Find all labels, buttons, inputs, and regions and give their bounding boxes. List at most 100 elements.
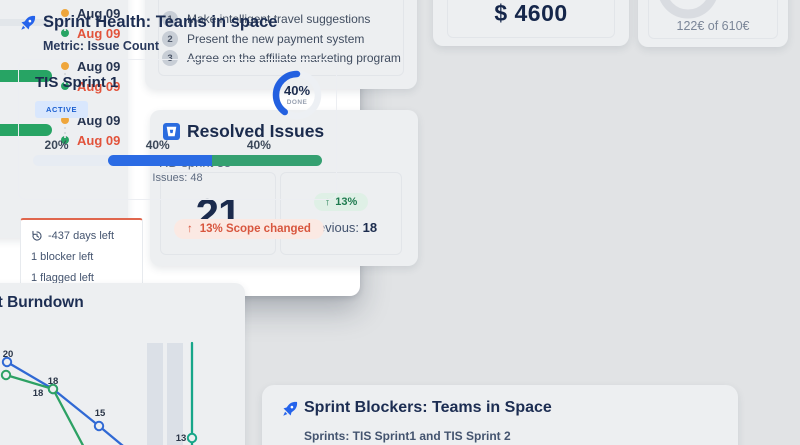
- item-number-badge: 2: [162, 31, 178, 47]
- budget-value: $ 4600: [494, 0, 568, 26]
- agenda-item[interactable]: 2 Present the new payment system: [162, 31, 364, 47]
- end-dot-icon: [61, 136, 69, 144]
- timeline-date-label: Aug 09: [77, 112, 121, 128]
- timeline-start-entry: Aug 09: [61, 112, 121, 128]
- timeline-start-entry: Aug 09: [61, 5, 121, 21]
- data-point-label: 15: [95, 408, 106, 419]
- timeline-end-entry: Aug 09: [61, 25, 121, 41]
- rocket-icon: [283, 401, 298, 416]
- dotted-connector: [64, 20, 66, 31]
- sprint-stat-line: 1 flagged left: [31, 272, 132, 284]
- sprint-stat-text: 1 blocker left: [31, 251, 94, 263]
- start-dot-icon: [61, 62, 69, 70]
- agenda-item[interactable]: 1 Make intelligent travel suggestions: [162, 11, 370, 27]
- up-arrow-icon: ↑: [187, 223, 193, 235]
- data-point-label: 18: [48, 376, 59, 387]
- dotted-connector: [64, 73, 66, 84]
- done-donut: 40% DONE: [272, 70, 322, 120]
- agenda-item-text: Present the new payment system: [187, 32, 365, 46]
- data-point-label: 18: [33, 388, 44, 399]
- sprint-health-metric: Metric: Issue Count: [43, 39, 159, 53]
- sprint-stat-line: 1 blocker left: [31, 251, 132, 263]
- resolved-issues-title: Resolved Issues: [187, 121, 325, 141]
- sprint-blockers-card[interactable]: Sprint Blockers: Teams in Space Sprints:…: [262, 385, 738, 445]
- agenda-panel: [158, 0, 404, 76]
- timeline-date-label: Aug 09: [77, 25, 121, 41]
- data-point-label: 13: [176, 433, 187, 444]
- segment-label: 40%: [145, 138, 170, 152]
- donut-ring-icon: [272, 70, 322, 120]
- item-number-badge: 1: [162, 11, 178, 27]
- timeline-date-label: Aug 09: [77, 58, 121, 74]
- donut-percent: 40%: [283, 83, 311, 99]
- segment-label: 20%: [44, 138, 69, 152]
- bitbucket-bucket-icon: [163, 123, 180, 140]
- timeline-start-entry: Aug 09: [61, 58, 121, 74]
- timeline-duration-bar: [0, 124, 52, 136]
- sprint-status-badge: ACTIVE: [35, 101, 89, 118]
- start-dot-icon: [61, 116, 69, 124]
- sprint-stat-text: 1 flagged left: [31, 272, 94, 284]
- timeline-row[interactable]: Aug 09 Aug 09: [0, 113, 128, 155]
- data-point-marker: [1, 356, 13, 368]
- spend-gauge-card[interactable]: 122€ of 610€: [638, 0, 788, 47]
- data-point-marker: [47, 383, 59, 395]
- blockers-title: Sprint Blockers: Teams in Space: [304, 399, 552, 416]
- burndown-chart: 20 18 15 18 13: [0, 341, 198, 445]
- agenda-item-text: Make intelligent travel suggestions: [187, 12, 371, 26]
- progress-segment-done: [212, 155, 322, 166]
- timeline-end-entry: Aug 09: [61, 132, 121, 148]
- data-point-label: 20: [3, 349, 14, 360]
- agenda-card[interactable]: 1 Make intelligent travel suggestions 2 Pre…: [145, 0, 417, 89]
- gauge-ring-icon: [659, 0, 717, 19]
- sprint-panel: TIS Sprint 1 ACTIVE 40% DONE 20% 40% 40% I…: [18, 59, 337, 200]
- up-arrow-icon: ↑: [324, 195, 331, 208]
- donut-text: 40% DONE: [272, 70, 322, 120]
- history-clock-icon: [32, 230, 42, 241]
- agenda-item-text: Agree on the affiliate marketing program: [187, 51, 401, 65]
- data-point-marker: [186, 432, 198, 444]
- sprint-stat-line: -437 days left: [31, 230, 132, 242]
- progress-track: [33, 155, 322, 166]
- dotted-connector: [64, 127, 66, 138]
- timeline-row[interactable]: Aug 09 Aug 09: [0, 59, 128, 101]
- sprint-name: TIS Sprint 1: [35, 74, 119, 91]
- delta-badge: ↑ 13%: [313, 192, 369, 211]
- weekend-band: [167, 343, 183, 445]
- spend-gauge-panel: 122€ of 610€: [648, 0, 778, 39]
- data-point-marker: [93, 420, 105, 432]
- start-dot-icon: [61, 9, 69, 17]
- spend-gauge-label: 122€ of 610€: [676, 19, 750, 33]
- segment-label: 40%: [246, 138, 271, 152]
- weekend-band: [147, 343, 163, 445]
- sprint-health-title: Sprint Health: Teams in space: [43, 13, 278, 31]
- chart-line: [5, 360, 124, 445]
- burndown-title: Sprint Burndown: [0, 294, 84, 311]
- progress-segment-todo: [33, 155, 120, 166]
- budget-card[interactable]: $ 4600: [433, 0, 629, 46]
- timeline-date-label: Aug 09: [77, 78, 121, 94]
- scope-changed-badge: ↑ 13% Scope changed: [174, 219, 324, 239]
- progress-segment-inprogress: [108, 155, 213, 166]
- donut-caption: DONE: [286, 98, 308, 106]
- timeline-date-label: Aug 09: [77, 5, 121, 21]
- budget-panel: $ 4600: [447, 0, 615, 38]
- timeline-date-label: Aug 09: [77, 132, 121, 148]
- agenda-item[interactable]: 3 Agree on the affiliate marketing progra…: [162, 50, 401, 66]
- burndown-card[interactable]: Sprint Burndown 20 18 15 18 13: [0, 283, 245, 445]
- sprint-stat-text: -437 days left: [48, 230, 115, 242]
- end-dot-icon: [61, 82, 69, 90]
- progress-bar-wrap: 20% 40% 40% Issues: 48: [33, 138, 322, 184]
- blockers-subtitle: Sprints: TIS Sprint1 and TIS Sprint 2: [304, 429, 511, 443]
- rocket-icon: [21, 15, 36, 30]
- scope-changed-text: 13% Scope changed: [199, 223, 311, 235]
- delta-value: 13%: [335, 195, 358, 208]
- end-dot-icon: [61, 29, 69, 37]
- timeline-end-entry: Aug 09: [61, 78, 121, 94]
- previous-value: 18: [362, 219, 378, 235]
- issues-count-label: Issues: 48: [152, 172, 203, 184]
- data-point-marker: [0, 369, 12, 381]
- item-number-badge: 3: [162, 50, 178, 66]
- timeline-duration-bar: [0, 70, 52, 82]
